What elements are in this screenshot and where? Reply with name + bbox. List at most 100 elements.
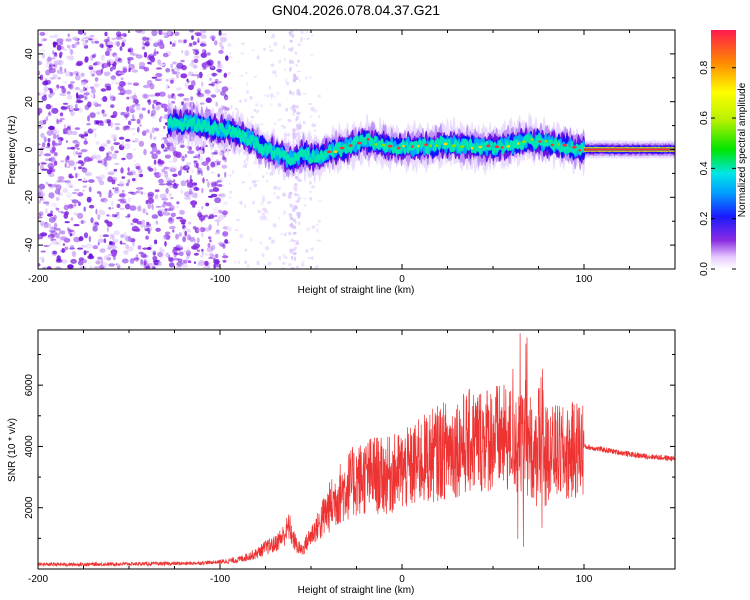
noise-speck — [189, 42, 193, 47]
noise-speck — [227, 71, 231, 76]
noise-speck — [77, 247, 84, 250]
noise-speck — [42, 201, 50, 204]
noise-speck — [147, 203, 152, 209]
ridge-cell — [208, 128, 212, 135]
noise-speck — [289, 240, 292, 242]
ridge-hotspot — [417, 144, 420, 148]
noise-speck — [261, 195, 266, 198]
noise-speck — [164, 154, 171, 159]
noise-speck — [227, 42, 231, 48]
noise-speck — [135, 254, 139, 260]
noise-speck — [104, 50, 110, 57]
noise-speck — [290, 60, 295, 64]
noise-speck — [44, 79, 52, 85]
colorbar-tick-label: 0.2 — [699, 211, 710, 225]
noise-speck — [70, 81, 75, 84]
ridge-cell — [228, 124, 232, 131]
noise-speck — [89, 112, 96, 119]
noise-speck — [234, 229, 239, 232]
noise-speck — [316, 228, 319, 233]
noise-speck — [218, 49, 224, 54]
noise-speck — [51, 184, 58, 188]
noise-speck — [132, 53, 139, 57]
noise-speck — [74, 203, 77, 207]
noise-speck — [196, 237, 200, 244]
noise-speck — [292, 112, 295, 116]
noise-speck — [107, 176, 113, 183]
noise-speck — [109, 67, 113, 72]
noise-speck — [73, 223, 80, 227]
noise-speck — [112, 96, 116, 101]
noise-speck — [140, 259, 144, 265]
noise-speck — [201, 167, 205, 170]
noise-speck — [148, 165, 152, 172]
noise-speck — [120, 242, 127, 245]
noise-speck — [68, 185, 73, 188]
noise-speck — [49, 63, 53, 68]
noise-speck — [241, 42, 245, 45]
noise-speck — [106, 152, 109, 158]
noise-speck — [311, 185, 316, 189]
noise-speck — [48, 148, 52, 151]
noise-speck — [109, 241, 113, 246]
noise-speck — [285, 81, 290, 86]
noise-speck — [135, 54, 143, 59]
noise-speck — [55, 259, 63, 264]
noise-speck — [154, 166, 157, 173]
noise-speck — [218, 89, 221, 92]
ridge-hotspot — [562, 143, 567, 147]
noise-speck — [73, 166, 76, 171]
noise-speck — [172, 173, 178, 177]
noise-speck — [151, 30, 158, 37]
noise-speck — [158, 77, 164, 80]
noise-speck — [154, 92, 161, 97]
noise-speck — [298, 127, 301, 130]
noise-speck — [39, 74, 44, 81]
noise-speck — [102, 113, 108, 117]
noise-speck — [83, 32, 87, 36]
noise-speck — [59, 112, 64, 117]
noise-speck — [265, 171, 268, 175]
noise-speck — [297, 59, 300, 63]
noise-speck — [145, 212, 149, 216]
noise-speck — [163, 149, 168, 152]
noise-speck — [66, 44, 71, 49]
noise-speck — [169, 63, 174, 66]
snr-panel: -200 -100 0 100 2000 4000 6000 Height of strai… — [7, 329, 676, 596]
noise-speck — [292, 218, 296, 222]
noise-speck — [241, 181, 245, 184]
noise-speck — [104, 119, 107, 124]
noise-speck — [45, 158, 50, 162]
noise-speck — [163, 201, 167, 205]
noise-speck — [226, 226, 232, 232]
noise-speck — [88, 204, 95, 209]
noise-speck — [165, 202, 172, 207]
ridge-cell — [216, 129, 220, 135]
noise-speck — [124, 143, 131, 150]
noise-speck — [292, 78, 297, 82]
noise-speck — [137, 205, 142, 212]
noise-speck — [301, 260, 305, 266]
noise-speck — [111, 200, 114, 207]
noise-speck — [255, 103, 259, 107]
noise-speck — [107, 253, 113, 256]
noise-speck — [207, 59, 214, 66]
noise-speck — [127, 48, 132, 53]
ridge-hotspot — [435, 144, 439, 147]
noise-speck — [113, 142, 120, 146]
ridge-cell — [195, 123, 199, 133]
snr-line — [38, 333, 675, 568]
noise-speck — [205, 202, 210, 207]
noise-speck — [295, 265, 300, 269]
noise-speck — [51, 107, 59, 114]
noise-speck — [38, 216, 43, 219]
noise-speck — [52, 50, 55, 55]
noise-speck — [211, 72, 218, 77]
noise-speck — [296, 111, 301, 115]
noise-speck — [266, 211, 269, 214]
noise-speck — [95, 208, 98, 215]
noise-speck — [149, 225, 153, 232]
noise-speck — [95, 69, 103, 76]
noise-speck — [40, 132, 45, 139]
